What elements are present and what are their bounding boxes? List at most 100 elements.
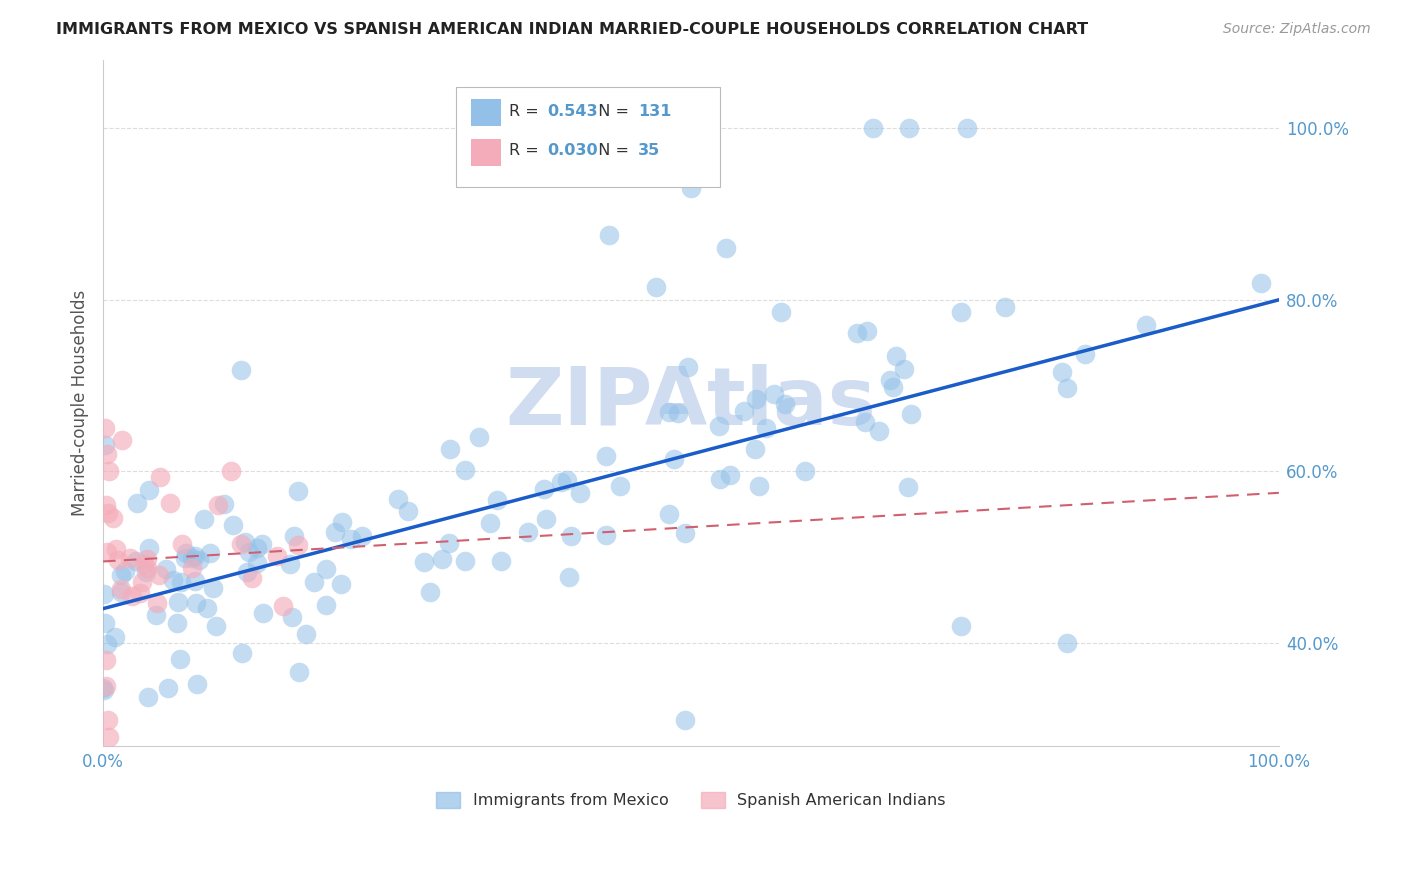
Point: [555, 473, 578, 487]
Point: [879, 373, 901, 387]
Point: [186, 677, 208, 691]
Point: [662, 452, 685, 467]
Point: [188, 553, 211, 567]
Point: [201, 581, 224, 595]
Point: [489, 554, 512, 568]
Point: [485, 492, 508, 507]
Point: [245, 541, 267, 555]
Point: [207, 498, 229, 512]
Point: [419, 584, 441, 599]
Point: [229, 536, 252, 550]
Point: [287, 539, 309, 553]
Point: [110, 585, 132, 599]
Point: [994, 300, 1017, 314]
Point: [675, 525, 697, 540]
Point: [862, 121, 884, 136]
Point: [97, 506, 120, 520]
Point: [533, 482, 555, 496]
Point: [868, 424, 890, 438]
Point: [169, 651, 191, 665]
Point: [679, 181, 702, 195]
Point: [793, 464, 815, 478]
Point: [748, 479, 770, 493]
Point: [956, 121, 979, 136]
Point: [180, 551, 202, 566]
Point: [893, 362, 915, 376]
Point: [105, 542, 128, 557]
Point: [900, 407, 922, 421]
Point: [280, 609, 302, 624]
Point: [246, 556, 269, 570]
Point: [198, 546, 221, 560]
Point: [283, 529, 305, 543]
Point: [716, 241, 738, 255]
Point: [97, 731, 120, 745]
Point: [1056, 381, 1078, 395]
Point: [145, 608, 167, 623]
Point: [468, 430, 491, 444]
Point: [882, 379, 904, 393]
Point: [884, 350, 907, 364]
Point: [136, 552, 159, 566]
Point: [166, 615, 188, 630]
Point: [132, 557, 155, 571]
Point: [288, 665, 311, 679]
Point: [170, 537, 193, 551]
Point: [1050, 365, 1073, 379]
Point: [315, 562, 337, 576]
Point: [214, 497, 236, 511]
Point: [148, 567, 170, 582]
Point: [595, 528, 617, 542]
Point: [174, 550, 197, 565]
Point: [111, 433, 134, 447]
Point: [205, 619, 228, 633]
Point: [315, 598, 337, 612]
Point: [135, 565, 157, 579]
Point: [240, 571, 263, 585]
Point: [745, 392, 768, 406]
Point: [302, 575, 325, 590]
Point: [93, 615, 115, 630]
Point: [595, 449, 617, 463]
Text: N =: N =: [588, 144, 634, 159]
Point: [233, 535, 256, 549]
Point: [231, 646, 253, 660]
Point: [568, 486, 591, 500]
Text: R =: R =: [509, 144, 544, 159]
Point: [755, 421, 778, 435]
Point: [413, 555, 436, 569]
Point: [96, 447, 118, 461]
Point: [236, 566, 259, 580]
Point: [340, 533, 363, 547]
Point: [138, 483, 160, 497]
Point: [437, 535, 460, 549]
Point: [121, 589, 143, 603]
Point: [94, 421, 117, 435]
Point: [180, 561, 202, 575]
Point: [94, 437, 117, 451]
Point: [118, 551, 141, 566]
Point: [146, 596, 169, 610]
Point: [1056, 636, 1078, 650]
Point: [103, 630, 125, 644]
Point: [718, 468, 741, 483]
Point: [295, 627, 318, 641]
Point: [773, 396, 796, 410]
Point: [162, 573, 184, 587]
Point: [950, 619, 973, 633]
Point: [856, 324, 879, 338]
Text: 0.543: 0.543: [547, 103, 598, 119]
Point: [125, 554, 148, 568]
Point: [658, 405, 681, 419]
Point: [131, 574, 153, 589]
Point: [167, 594, 190, 608]
Point: [195, 600, 218, 615]
Legend: Immigrants from Mexico, Spanish American Indians: Immigrants from Mexico, Spanish American…: [430, 785, 952, 814]
Point: [186, 596, 208, 610]
Point: [560, 529, 582, 543]
Point: [93, 681, 115, 696]
Text: Source: ZipAtlas.com: Source: ZipAtlas.com: [1223, 22, 1371, 37]
Point: [174, 546, 197, 560]
Point: [598, 228, 620, 243]
Point: [323, 525, 346, 540]
